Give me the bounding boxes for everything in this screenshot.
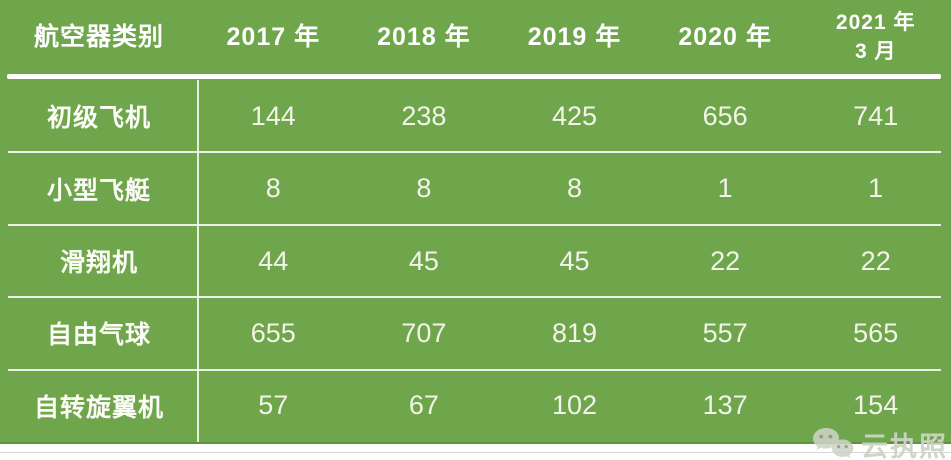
row-category-label: 自由气球 [46,321,151,350]
row-value-cell: 8 [416,173,432,204]
header-cell-line: 2018 年 [377,22,471,51]
table-row: 初级飞机 144 238 425 656 741 [0,80,951,154]
aircraft-table: 航空器类别 2017 年 2018 年 2019 年 2020 年 2021 年 3 月 初… [0,0,951,444]
row-value-cell: 741 [853,100,899,131]
row-value-cell: 565 [853,317,899,348]
header-cell-2020: 2020 年 [650,0,801,75]
header-cell-category: 航空器类别 [0,0,198,75]
header-cell-line: 2017 年 [226,22,321,51]
header-divider-line [7,74,941,79]
table-body: 初级飞机 144 238 425 656 741 小型飞艇 8 8 8 1 1 滑翔机 44 45 45 22 2… [0,80,951,442]
table-row: 小型飞艇 8 8 8 1 1 [0,152,951,227]
category-column-divider-line [197,80,199,442]
row-category-label: 自转旋翼机 [33,393,164,422]
table-row: 自转旋翼机 57 67 102 137 154 [0,370,951,442]
header-cell-2021-03: 2021 年 3 月 [800,0,951,75]
row-value-cell: 655 [250,317,296,348]
row-category-label: 滑翔机 [59,249,138,278]
row-value-cell: 22 [710,245,741,276]
row-value-cell: 557 [702,317,748,348]
row-value-cell: 102 [551,390,598,421]
header-cell-2019: 2019 年 [499,0,650,75]
row-value-cell: 45 [559,245,590,276]
row-value-cell: 8 [566,173,582,204]
footer-divider-line [0,452,951,453]
row-value-cell: 137 [702,390,748,421]
table-row: 滑翔机 44 45 45 22 22 [0,225,951,299]
header-cell-line: 2020 年 [678,22,772,51]
row-value-cell: 144 [250,100,296,131]
header-cell-2018: 2018 年 [349,0,500,75]
table-row: 自由气球 655 707 819 557 565 [0,297,951,372]
header-cell-2017: 2017 年 [198,0,349,75]
header-cell-line: 3 月 [854,39,897,63]
row-value-cell: 57 [258,390,289,421]
row-value-cell: 8 [265,173,281,204]
row-value-cell: 67 [408,390,439,421]
row-value-cell: 154 [853,390,899,421]
row-value-cell: 22 [860,245,891,276]
row-value-cell: 656 [702,100,748,131]
row-value-cell: 707 [401,317,447,348]
row-category-label: 小型飞艇 [46,176,151,205]
row-value-cell: 1 [717,173,733,204]
row-value-cell: 238 [401,100,447,131]
row-category-label: 初级飞机 [46,104,151,133]
header-cell-line: 航空器类别 [33,22,164,51]
header-cell-line: 2021 年 [835,11,916,35]
row-value-cell: 45 [408,245,439,276]
row-value-cell: 44 [258,245,289,276]
row-value-cell: 425 [551,100,598,131]
row-value-cell: 1 [868,173,884,204]
row-value-cell: 819 [551,317,598,348]
table-header-row: 航空器类别 2017 年 2018 年 2019 年 2020 年 2021 年 3 月 [0,0,951,75]
header-cell-line: 2019 年 [527,22,622,51]
